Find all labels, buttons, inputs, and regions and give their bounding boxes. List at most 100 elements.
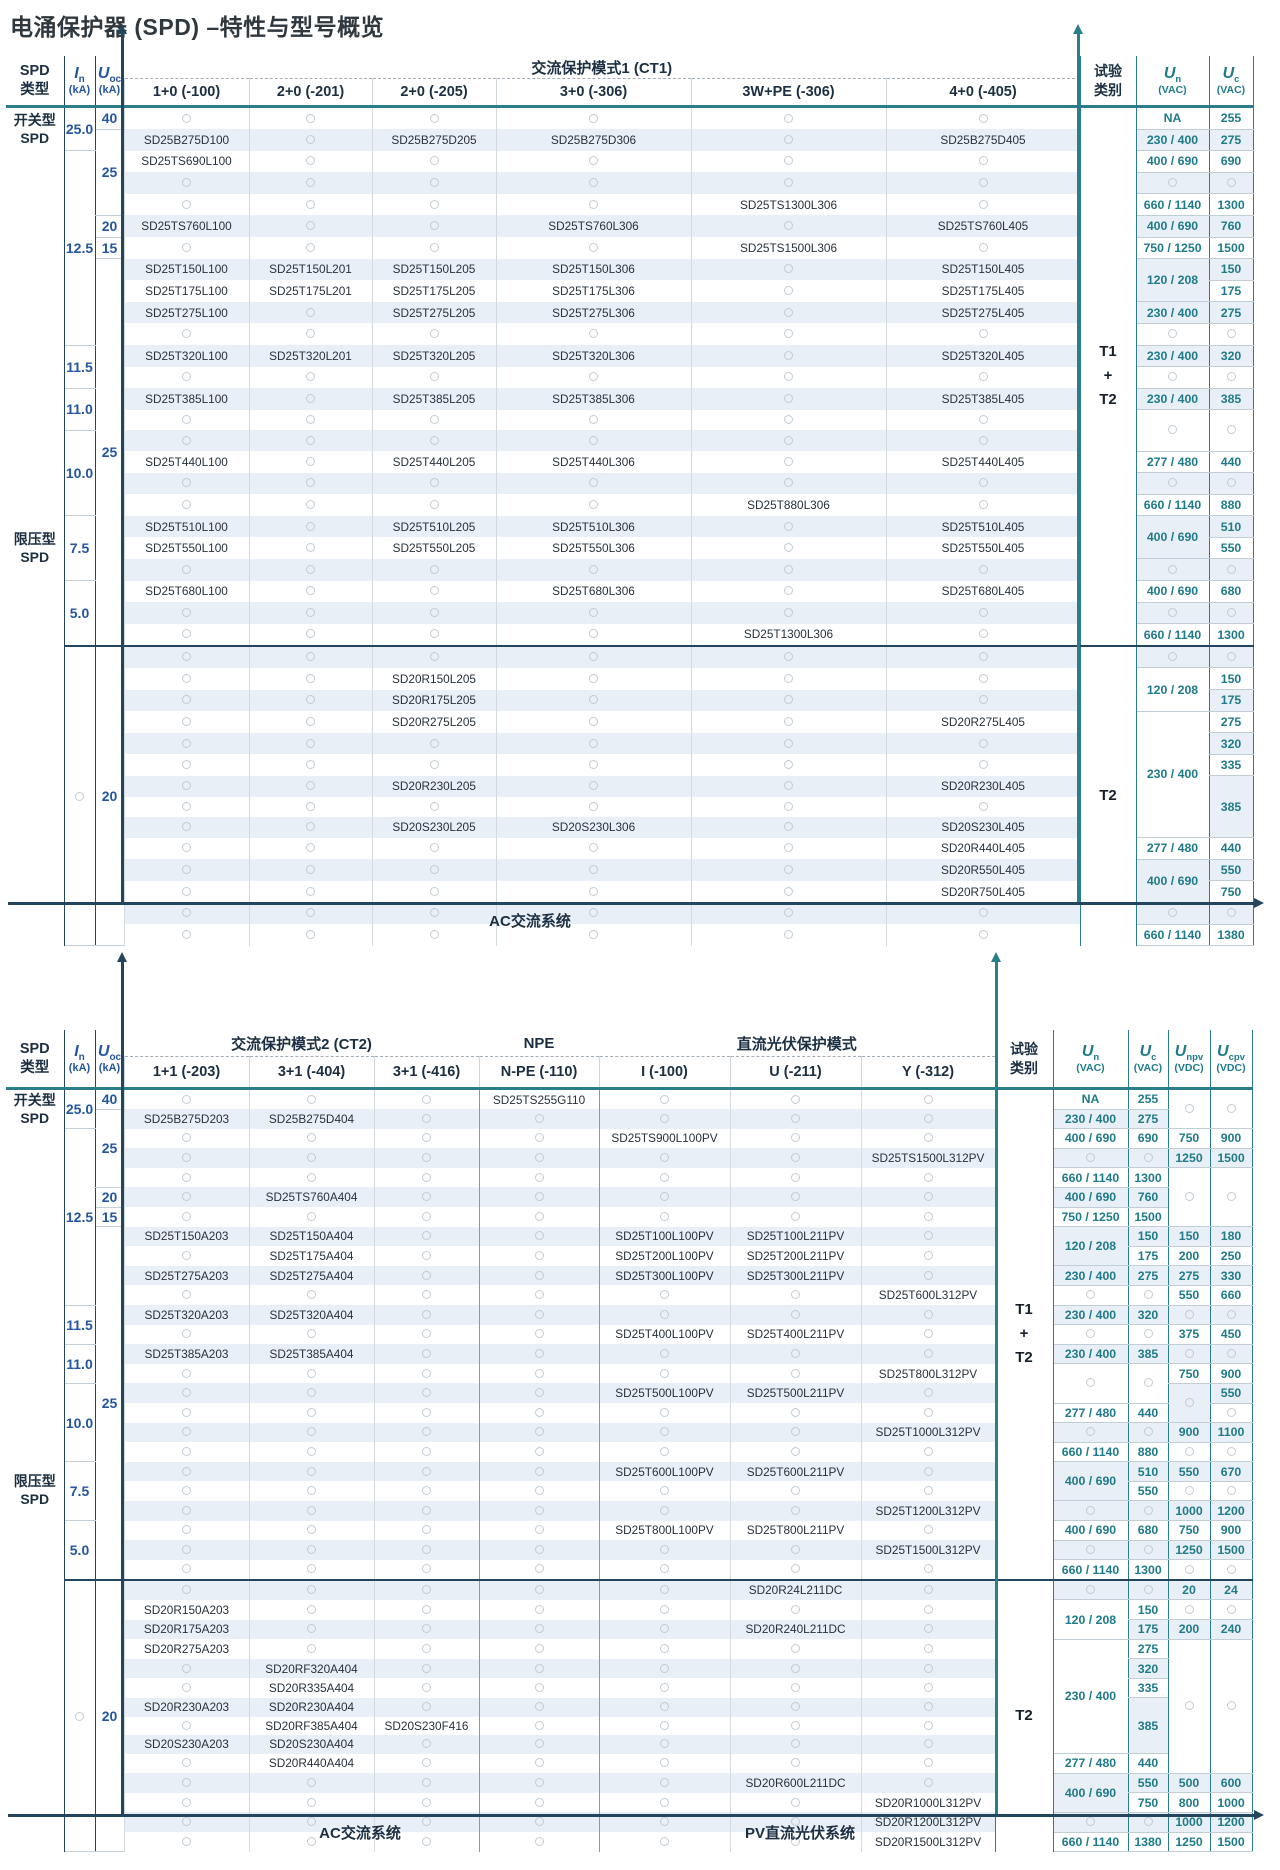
circle-marker bbox=[923, 1094, 933, 1104]
circle-marker bbox=[429, 242, 439, 252]
circle-marker bbox=[1226, 1604, 1236, 1614]
empty-model-cell bbox=[248, 732, 372, 755]
empty-model-cell bbox=[478, 1246, 600, 1266]
model-cell: SD25T800L312PV bbox=[860, 1363, 995, 1384]
voltage-cell: 670 bbox=[1209, 1461, 1252, 1482]
voltage-cell: 750 bbox=[1167, 1128, 1210, 1149]
empty-model-cell bbox=[598, 1305, 730, 1325]
empty-model-cell bbox=[478, 1500, 600, 1521]
circle-marker bbox=[429, 199, 439, 209]
empty-model-cell bbox=[598, 1578, 730, 1600]
t2-right-axis-arrow-icon bbox=[991, 952, 1001, 962]
circle-marker bbox=[589, 564, 598, 574]
voltage-cell: 250 bbox=[1209, 1246, 1252, 1267]
in-ka-cell: 5.0 bbox=[64, 580, 96, 647]
empty-model-cell bbox=[495, 237, 691, 259]
empty-model-cell bbox=[248, 494, 372, 516]
voltage-cell: 510 bbox=[1127, 1461, 1168, 1482]
empty-voltage-cell bbox=[1209, 1599, 1252, 1621]
circle-marker bbox=[978, 499, 988, 509]
voltage-cell: 1380 bbox=[1208, 924, 1253, 947]
circle-marker bbox=[422, 1133, 431, 1143]
circle-marker bbox=[182, 1368, 191, 1378]
empty-model-cell bbox=[690, 129, 886, 151]
empty-model-cell bbox=[860, 1658, 995, 1679]
voltage-cell: 500 bbox=[1167, 1773, 1210, 1794]
voltage-cell: 680 bbox=[1208, 580, 1253, 603]
circle-marker bbox=[791, 1604, 800, 1614]
circle-marker bbox=[534, 1172, 544, 1182]
voltage-cell: 275 bbox=[1127, 1265, 1168, 1286]
voltage-cell: 230 / 400 bbox=[1135, 388, 1209, 411]
model-cell: SD25T385A203 bbox=[123, 1344, 249, 1364]
circle-marker bbox=[589, 843, 598, 853]
empty-model-cell bbox=[690, 301, 886, 324]
empty-model-cell bbox=[123, 409, 249, 431]
test-class-cell: T1 + T2 bbox=[994, 1088, 1054, 1580]
empty-model-cell bbox=[478, 1442, 600, 1462]
model-cell: SD20R150A203 bbox=[123, 1599, 249, 1620]
model-cell: SD25T150L306 bbox=[495, 258, 691, 281]
circle-marker bbox=[978, 329, 988, 339]
model-cell: SD20R150L205 bbox=[371, 667, 496, 690]
empty-model-cell bbox=[373, 1148, 480, 1168]
circle-marker bbox=[1184, 1104, 1194, 1114]
voltage-cell: 175 bbox=[1208, 689, 1253, 712]
empty-model-cell bbox=[729, 1148, 861, 1168]
voltage-cell: 275 bbox=[1127, 1639, 1168, 1660]
empty-model-cell bbox=[373, 1599, 480, 1620]
empty-model-cell bbox=[373, 1187, 480, 1208]
empty-model-cell bbox=[598, 1619, 730, 1640]
circle-marker bbox=[306, 652, 315, 662]
empty-voltage-cell bbox=[1135, 172, 1209, 195]
voltage-cell: 385 bbox=[1127, 1344, 1168, 1365]
voltage-col-header-npv: Unpv (VDC) bbox=[1167, 1030, 1210, 1090]
empty-model-cell bbox=[478, 1578, 600, 1600]
circle-marker bbox=[978, 695, 988, 705]
empty-model-cell bbox=[860, 1578, 995, 1600]
empty-model-cell bbox=[123, 1792, 249, 1813]
circle-marker bbox=[791, 1663, 800, 1673]
empty-model-cell bbox=[123, 1461, 249, 1482]
empty-voltage-cell bbox=[1135, 409, 1209, 452]
circle-marker bbox=[784, 908, 793, 918]
model-cell: SD20R275L405 bbox=[885, 711, 1080, 733]
empty-model-cell bbox=[690, 754, 886, 776]
empty-model-cell bbox=[123, 106, 249, 130]
voltage-cell: 150 bbox=[1167, 1226, 1210, 1247]
circle-marker bbox=[589, 607, 598, 617]
circle-marker bbox=[784, 886, 793, 896]
circle-marker bbox=[791, 1407, 800, 1417]
voltage-cell: 335 bbox=[1127, 1678, 1168, 1699]
model-cell: SD25T800L211PV bbox=[729, 1520, 861, 1541]
empty-model-cell bbox=[495, 150, 691, 173]
circle-marker bbox=[306, 307, 315, 317]
circle-marker bbox=[306, 695, 315, 705]
voltage-cell: 760 bbox=[1127, 1187, 1168, 1208]
circle-marker bbox=[422, 1525, 431, 1535]
circle-marker bbox=[1168, 329, 1177, 339]
empty-model-cell bbox=[690, 172, 886, 194]
empty-model-cell bbox=[690, 345, 886, 367]
empty-model-cell bbox=[373, 1363, 480, 1384]
circle-marker bbox=[182, 1525, 191, 1535]
circle-marker bbox=[660, 1739, 669, 1749]
voltage-cell: 550 bbox=[1167, 1461, 1210, 1482]
empty-model-cell bbox=[373, 1442, 480, 1462]
circle-marker bbox=[182, 113, 191, 123]
voltage-cell: 320 bbox=[1208, 345, 1253, 368]
t1-right-axis-line bbox=[1077, 32, 1080, 904]
model-cell: SD20R230A404 bbox=[248, 1697, 374, 1717]
empty-model-cell bbox=[729, 1088, 861, 1110]
circle-marker bbox=[589, 629, 598, 639]
empty-model-cell bbox=[478, 1324, 600, 1345]
circle-marker bbox=[182, 1836, 191, 1846]
empty-model-cell bbox=[690, 580, 886, 603]
empty-model-cell bbox=[478, 1716, 600, 1736]
empty-voltage-cell bbox=[1167, 1305, 1210, 1326]
empty-voltage-cell bbox=[1167, 1639, 1210, 1774]
empty-model-cell bbox=[690, 689, 886, 712]
circle-marker bbox=[923, 1585, 933, 1595]
model-cell: SD20S230L205 bbox=[371, 817, 496, 838]
